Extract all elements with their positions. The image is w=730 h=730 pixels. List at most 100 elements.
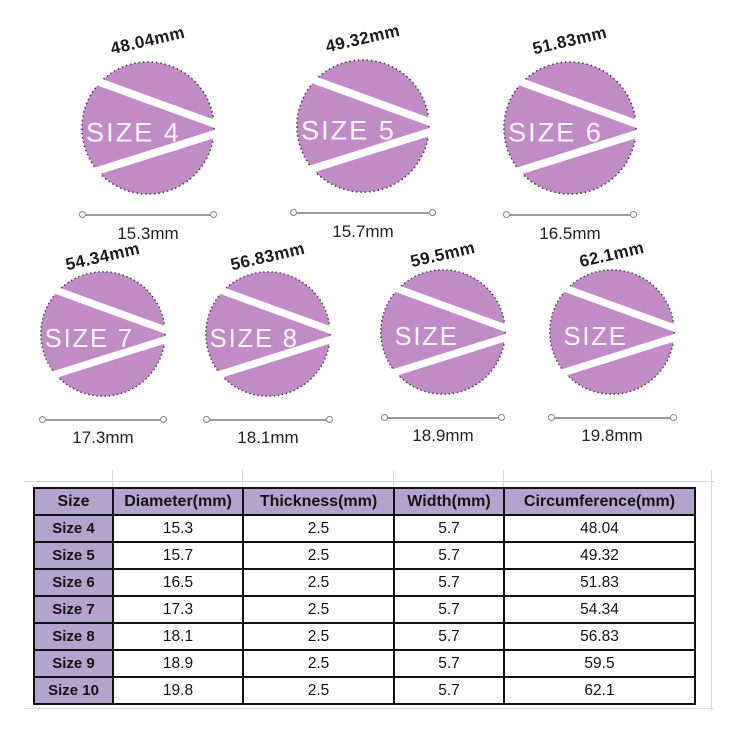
table-row: Size 10 19.8 2.5 5.7 62.1: [33, 676, 696, 705]
diameter-cell: 16.5: [112, 568, 244, 597]
width-cell: 5.7: [393, 541, 505, 570]
diameter-line: [39, 416, 167, 423]
size-cell: Size 5: [33, 541, 114, 570]
line-bar: [554, 416, 670, 419]
faint-gridline: [242, 470, 243, 487]
diameter-label: 19.8mm: [581, 426, 643, 445]
line-endpoint-icon: [630, 211, 637, 218]
size-cell: Size 9: [33, 649, 114, 678]
ring-size-9: 59.5mm SIZE 18.9mm: [363, 238, 523, 446]
ring-size-5: 49.32mm SIZE 5 15.7mm: [283, 18, 443, 242]
width-cell: 5.7: [393, 595, 505, 624]
faint-gridline: [503, 470, 504, 487]
size-cell: Size 4: [33, 514, 114, 543]
ring-size-8: 56.83mm SIZE 8 18.1mm: [188, 239, 348, 448]
line-bar: [297, 211, 429, 214]
width-cell: 5.7: [393, 649, 505, 678]
diameter-cell: 18.1: [112, 622, 244, 651]
ring-gap-stripe-upper: [518, 77, 638, 128]
ring-gap-stripe-lower: [560, 333, 676, 377]
line-endpoint-icon: [547, 414, 555, 421]
ring-circle: SIZE: [549, 269, 676, 395]
diameter-cell: 17.3: [112, 595, 244, 624]
ring-size-4: 48.04mm SIZE 4 15.3mm: [68, 20, 228, 244]
diameter-label: 15.7mm: [332, 222, 394, 241]
thickness-cell: 2.5: [242, 622, 395, 651]
size-cell: Size 6: [33, 568, 114, 597]
line-endpoint-icon: [326, 416, 333, 423]
ring-gap-stripe-upper: [311, 75, 431, 126]
table-row: Size 9 18.9 2.5 5.7 59.5: [33, 649, 696, 678]
table-row: Size 8 18.1 2.5 5.7 56.83: [33, 622, 696, 651]
line-bar: [510, 213, 630, 216]
diameter-cell: 15.3: [112, 514, 244, 543]
faint-gridline: [112, 470, 113, 487]
line-endpoint-icon: [429, 209, 436, 216]
ring-size-label: SIZE 4: [86, 117, 181, 148]
size-cell: Size 8: [33, 622, 114, 651]
line-endpoint-icon: [160, 416, 167, 423]
ring-circle: SIZE 4: [81, 61, 216, 195]
line-endpoint-icon: [498, 414, 505, 421]
ring-circle: SIZE 8: [205, 271, 332, 397]
size-table: Size Diameter(mm) Thickness(mm) Width(mm…: [33, 487, 696, 705]
diameter-cell: 19.8: [112, 676, 244, 705]
line-endpoint-icon: [381, 414, 388, 421]
ring-gap-stripe-upper: [96, 77, 216, 128]
circumference-cell: 54.34: [503, 595, 696, 624]
diameter-line: [203, 416, 333, 423]
diameter-cell: 18.9: [112, 649, 244, 678]
col-header-width: Width(mm): [393, 487, 505, 516]
thickness-cell: 2.5: [242, 568, 395, 597]
diameter-line: [290, 209, 436, 216]
ring-circle: SIZE 6: [503, 61, 638, 195]
diameter-line: [547, 414, 677, 421]
size-cell: Size 10: [33, 676, 114, 705]
ring-gap-stripe-lower: [308, 128, 431, 174]
ring-gap-stripe-lower: [515, 130, 638, 176]
col-header-circumference: Circumference(mm): [503, 487, 696, 516]
ring-gap-stripe-lower: [51, 335, 167, 379]
diameter-label: 18.9mm: [412, 426, 474, 445]
circumference-cell: 51.83: [503, 568, 696, 597]
width-cell: 5.7: [393, 622, 505, 651]
ring-size-7: 54.34mm SIZE 7 17.3mm: [23, 239, 183, 448]
table-row: Size 6 16.5 2.5 5.7 51.83: [33, 568, 696, 597]
ring-size-6: 51.83mm SIZE 6 16.5mm: [490, 20, 650, 244]
ring-gap-stripe-upper: [219, 286, 332, 334]
ring-circle: SIZE 5: [296, 59, 431, 193]
circumference-label: 51.83mm: [530, 22, 609, 59]
line-endpoint-icon: [503, 211, 510, 218]
line-endpoint-icon: [210, 211, 217, 218]
circumference-cell: 48.04: [503, 514, 696, 543]
col-header-diameter: Diameter(mm): [112, 487, 244, 516]
line-bar: [388, 416, 498, 419]
table-header-row: Size Diameter(mm) Thickness(mm) Width(mm…: [33, 487, 696, 516]
col-header-size: Size: [33, 487, 114, 516]
ring-circle: SIZE: [380, 269, 507, 395]
circumference-label: 49.32mm: [323, 20, 402, 57]
ring-gap-stripe-upper: [394, 284, 507, 332]
diameter-line: [79, 211, 217, 218]
circumference-cell: 62.1: [503, 676, 696, 705]
ring-disc: [81, 61, 215, 195]
line-endpoint-icon: [79, 211, 86, 218]
diameter-cell: 15.7: [112, 541, 244, 570]
ring-disc: [549, 269, 675, 395]
ring-disc: [40, 271, 166, 397]
circumference-label: 48.04mm: [108, 22, 187, 59]
ring-gap-stripe-upper: [54, 286, 167, 334]
faint-gridline: [24, 481, 714, 482]
line-bar: [46, 418, 160, 421]
width-cell: 5.7: [393, 676, 505, 705]
thickness-cell: 2.5: [242, 541, 395, 570]
diameter-line: [503, 211, 637, 218]
line-bar: [210, 418, 326, 421]
thickness-cell: 2.5: [242, 676, 395, 705]
line-endpoint-icon: [203, 416, 210, 423]
ring-size-label: SIZE: [563, 323, 627, 351]
diameter-label: 17.3mm: [72, 428, 134, 447]
ring-gap-stripe-lower: [216, 335, 332, 379]
ring-size-10: 62.1mm SIZE 19.8mm: [532, 238, 692, 446]
